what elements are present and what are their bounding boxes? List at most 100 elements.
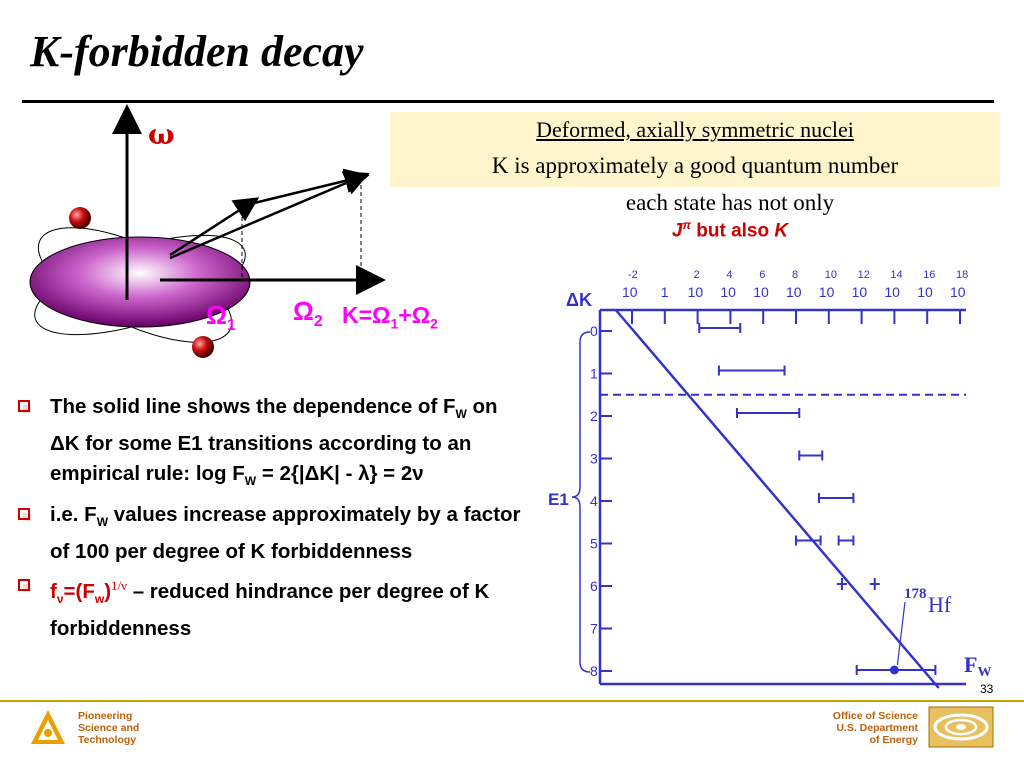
y-tick-label: 5 (590, 536, 598, 552)
nuclei-info-box: Deformed, axially symmetric nuclei K is … (390, 112, 1000, 187)
x-tick-label: 10 (819, 284, 835, 300)
box-heading: Deformed, axially symmetric nuclei (536, 117, 854, 142)
argonne-logo-icon (31, 710, 65, 744)
omega2-subscript: 2 (313, 313, 323, 331)
x-tick-label: 10 (622, 284, 638, 300)
footer-left-line: Science and (78, 722, 140, 734)
hf-mass-label: 178 (904, 586, 927, 602)
state-text: each state has not only (625, 190, 835, 215)
k-eq-sub2: 2 (430, 315, 438, 332)
omega1-subscript: 1 (226, 317, 236, 335)
omega1-vector (169, 197, 260, 257)
footer-right-line: Office of Science (832, 710, 918, 722)
footer-left-line: Pioneering (78, 710, 133, 722)
x-tick-exponent: 6 (759, 269, 765, 281)
x-tick-exponent: 10 (825, 269, 837, 281)
y-tick-label: 8 (590, 663, 598, 679)
doe-logo-icon (928, 706, 994, 748)
empirical-rule-line (614, 308, 940, 689)
y-tick-label: 1 (590, 366, 598, 382)
footer-right-line: of Energy (869, 734, 918, 746)
omega1-symbol: Ω (206, 300, 227, 330)
footer-rule (0, 700, 1024, 702)
x-tick-label: 10 (786, 284, 802, 300)
fw-label: FW (964, 652, 991, 680)
footer-right-text: Office of Science U.S. Department of Ene… (800, 710, 918, 746)
x-tick-label: 10 (688, 284, 704, 300)
e1-bracket (571, 331, 591, 673)
hf-data-point (889, 665, 899, 675)
k-forbidden-chart: ΔK E1 178 Hf FW 10-21 1021041061081010101… (548, 269, 991, 689)
x-tick-exponent: 4 (726, 269, 732, 281)
hf-pointer (896, 601, 906, 666)
checkbox-bullet-icon (18, 508, 31, 522)
fw-label-sub: W (977, 665, 991, 680)
nucleon-lower (192, 336, 214, 358)
x-tick-exponent: 14 (890, 269, 902, 281)
bullet2-sub1: W (96, 515, 109, 530)
footer-left-text: Pioneering Science and Technology (78, 710, 139, 746)
bullet3-nu: ν (56, 592, 64, 607)
omega1-label: Ω1 (206, 300, 236, 335)
page-number: 33 (980, 682, 994, 696)
x-tick-exponent: 8 (792, 269, 798, 281)
y-tick-label: 0 (590, 323, 598, 339)
nucleon-upper (69, 207, 91, 229)
bullet-item: fν=(Fw)1/ν – reduced hindrance per degre… (12, 571, 522, 644)
footer-right-line: U.S. Department (836, 722, 918, 734)
bullet3-paren: ) (104, 580, 112, 604)
x-tick-label: 1 (661, 284, 669, 300)
bullet3-exponent: 1/ν (111, 578, 128, 594)
fw-label-f: F (964, 652, 977, 677)
chart-group-label: E1 (548, 490, 569, 509)
k-eq-part1: K=Ω (342, 302, 391, 328)
bullet-list: The solid line shows the dependence of F… (12, 392, 522, 648)
bullet1-part1: The solid line shows the dependence of F (50, 395, 456, 418)
bullet3-f: f (50, 580, 57, 604)
jpi-middle: but also (690, 220, 775, 242)
x-tick-label: 10 (852, 284, 868, 300)
bullet3-eq: =(F (63, 580, 95, 604)
omega2-symbol: Ω (293, 296, 314, 326)
bullet1-part2: on ΔK for some E1 transitions according … (50, 395, 498, 486)
k-vector (169, 171, 370, 260)
x-tick-exponent: 12 (858, 269, 870, 281)
y-tick-label: 2 (590, 408, 598, 424)
x-tick-exponent: 16 (923, 269, 935, 281)
x-tick-label: 10 (917, 284, 933, 300)
y-tick-label: 4 (590, 493, 598, 509)
jpi-text: Jπ but also K (560, 218, 900, 242)
x-tick-label: 10 (753, 284, 769, 300)
box-statement: K is approximately a good quantum number (491, 153, 899, 178)
bullet-item: The solid line shows the dependence of F… (12, 392, 522, 496)
x-tick-exponent: 18 (956, 269, 968, 281)
bullet2-part2: values increase approximately by a facto… (50, 503, 521, 564)
jpi-j: J (671, 220, 683, 242)
x-tick-exponent: 2 (694, 269, 700, 281)
bullet2-part1: i.e. F (50, 503, 97, 527)
x-tick-label: 10 (950, 284, 966, 300)
bullet3-text: – reduced hindrance per degree of K forb… (50, 580, 490, 641)
chart-y-label: ΔK (566, 290, 592, 310)
bullet1-sub1: W (455, 407, 467, 422)
nucleus-ellipsoid (29, 236, 251, 328)
checkbox-bullet-icon (18, 400, 31, 413)
bullet1-sub2: W (244, 474, 257, 489)
omega-label: ω (148, 118, 175, 151)
title-divider (22, 100, 994, 103)
bullet-item: i.e. FW values increase approximately by… (12, 500, 522, 567)
hf-symbol-label: Hf (928, 592, 952, 617)
x-tick-label: 10 (720, 284, 736, 300)
deformed-nucleus-diagram (29, 104, 386, 358)
jpi-k: K (774, 220, 789, 242)
y-tick-label: 7 (590, 621, 598, 637)
checkbox-bullet-icon (18, 579, 31, 593)
x-tick-exponent: -2 (628, 269, 638, 281)
y-tick-label: 6 (590, 578, 598, 594)
omega2-label: Ω2 (293, 296, 323, 331)
y-tick-label: 3 (590, 451, 598, 467)
x-tick-label: 10 (884, 284, 900, 300)
k-eq-sub1: 1 (390, 315, 399, 332)
footer-left-line: Technology (78, 734, 137, 746)
bullet3-w: w (94, 592, 105, 607)
